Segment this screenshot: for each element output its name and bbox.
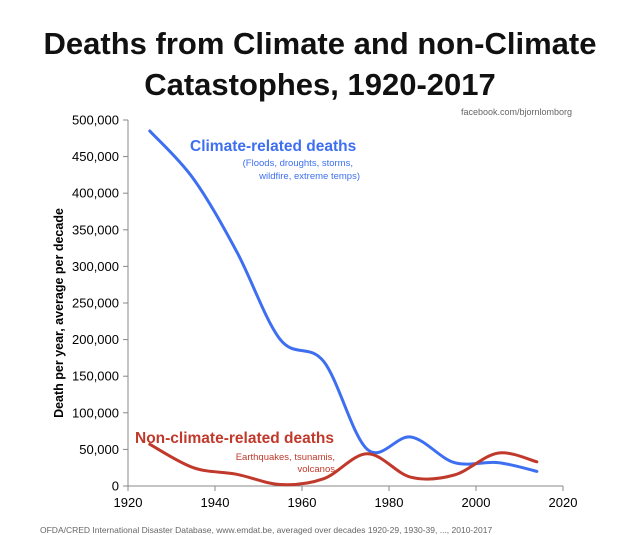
y-tick-label: 500,000: [72, 113, 119, 128]
series-sublabel-nonclimate-1: Earthquakes, tsunamis,: [236, 452, 335, 463]
axes: 0 50,000 100,000 150,000 200,000 250,000 300,0…: [72, 113, 577, 511]
series-line-climate: [148, 129, 539, 473]
y-tick-label: 50,000: [79, 442, 119, 457]
y-tick-label: 400,000: [72, 186, 119, 201]
credit-text: facebook.com/bjornlomborg: [460, 107, 572, 117]
source-note: OFDA/CRED International Disaster Databas…: [40, 525, 493, 535]
series-sublabel-nonclimate-2: volcanos: [298, 464, 336, 475]
chart-title-line1: Deaths from Climate and non-Climate: [43, 26, 597, 61]
series-line-nonclimate: [148, 442, 539, 487]
x-tick-label: 1920: [114, 495, 143, 510]
series-label-nonclimate: Non-climate-related deaths: [135, 430, 334, 447]
y-tick-label: 150,000: [72, 369, 119, 384]
y-tick-label: 200,000: [72, 332, 119, 347]
series-sublabel-climate-2: wildfire, extreme temps): [258, 171, 360, 182]
series-labels: Climate-related deaths (Floods, droughts…: [135, 138, 360, 475]
series-group: [148, 129, 539, 487]
y-axis-label: Death per year, average per decade: [52, 208, 66, 418]
x-tick-label: 2000: [462, 495, 491, 510]
y-tick-label: 350,000: [72, 222, 119, 237]
x-tick-label: 2020: [549, 495, 578, 510]
chart-title-line2: Catastophes, 1920-2017: [144, 67, 496, 102]
y-tick-label: 100,000: [72, 405, 119, 420]
y-tick-label: 450,000: [72, 149, 119, 164]
x-tick-label: 1940: [201, 495, 230, 510]
y-tick-label: 0: [112, 479, 119, 494]
x-tick-label: 1960: [288, 495, 317, 510]
series-label-climate: Climate-related deaths: [190, 138, 356, 155]
y-tick-label: 300,000: [72, 259, 119, 274]
y-tick-label: 250,000: [72, 296, 119, 311]
series-sublabel-climate-1: (Floods, droughts, storms,: [243, 158, 353, 169]
x-tick-label: 1980: [375, 495, 404, 510]
